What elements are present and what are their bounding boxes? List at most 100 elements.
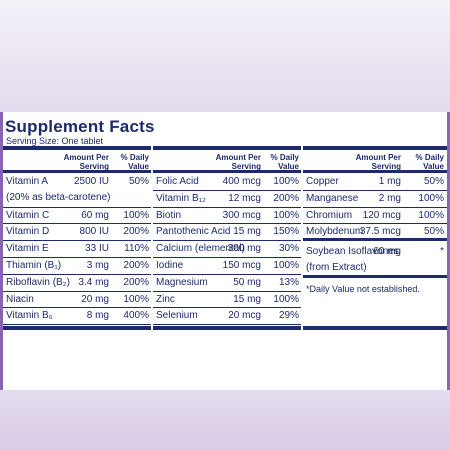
daily-value: 100%: [418, 209, 444, 221]
dv-header: % Daily Value: [120, 153, 149, 171]
daily-value: 100%: [273, 293, 299, 305]
nutrient-row: Selenium 20 mcg 29%: [153, 308, 301, 326]
amount: 300 mg: [227, 243, 261, 255]
nutrient-row: Vitamin B₁₂ 12 mcg 200%: [153, 191, 301, 208]
nutrient-column: Amount Per Serving % Daily Value Folic Aci…: [153, 146, 301, 330]
nutrient-row: Soybean Isoflavones 60 mg * (from Extract): [303, 244, 447, 278]
amount-header: Amount Per Serving: [355, 153, 401, 171]
amount: 120 mcg: [362, 209, 401, 221]
nutrient-row: Molybdenum 37.5 mcg 50%: [303, 224, 447, 242]
amount: 20 mcg: [228, 310, 261, 322]
daily-value: 50%: [128, 176, 149, 187]
nutrient-row: Chromium 120 mcg 100%: [303, 208, 447, 225]
header-rule: [153, 170, 301, 173]
nutrient-row: Vitamin A 2500 IU 50% (20% as beta-carotene…: [3, 174, 151, 208]
amount: 3 mg: [86, 260, 109, 271]
nutrient-name: Calcium (elemental): [156, 243, 245, 255]
nutrient-row: Vitamin C 60 mg 100%: [3, 208, 151, 225]
nutrient-row: Biotin 300 mcg 100%: [153, 208, 301, 225]
nutrient-name: Vitamin D: [6, 226, 50, 238]
nutrient-name: Iodine: [156, 260, 184, 271]
amount: 8 mg: [86, 310, 109, 322]
nutrient-row: Copper 1 mg 50%: [303, 174, 447, 191]
daily-value: 100%: [123, 209, 149, 221]
nutrient-name: Vitamin B₆: [6, 310, 53, 322]
amount: 300 mcg: [222, 209, 261, 221]
nutrient-row: Vitamin D 800 IU 200%: [3, 224, 151, 242]
nutrient-row: Zinc 15 mg 100%: [153, 292, 301, 309]
amount: 2 mg: [378, 192, 401, 204]
daily-value: 150%: [273, 226, 299, 238]
nutrient-name: Vitamin B₁₂: [156, 192, 206, 204]
nutrient-row: Iodine 150 mcg 100%: [153, 258, 301, 275]
amount: 800 IU: [79, 226, 109, 238]
nutrient-row: Calcium (elemental) 300 mg 30%: [153, 241, 301, 258]
nutrient-name: Biotin: [156, 209, 182, 221]
nutrient-name: Folic Acid: [156, 176, 199, 187]
nutrient-row: Riboflavin (B₂) 3.4 mg 200%: [3, 275, 151, 292]
amount: 50 mg: [233, 276, 261, 288]
nutrient-name: Niacin: [6, 293, 34, 305]
daily-value: 30%: [278, 243, 299, 255]
nutrient-name: Manganese: [306, 192, 359, 204]
daily-value: 100%: [123, 293, 149, 305]
nutrient-name: Vitamin C: [6, 209, 50, 221]
daily-value: 200%: [123, 276, 149, 288]
nutrient-name: Riboflavin (B₂): [6, 276, 70, 288]
daily-value: *: [440, 246, 444, 258]
dv-header: % Daily Value: [270, 153, 299, 171]
footnote: *Daily Value not established.: [306, 283, 420, 294]
daily-value: 100%: [418, 192, 444, 204]
amount: 2500 IU: [73, 176, 109, 187]
amount: 150 mcg: [222, 260, 261, 271]
daily-value: 400%: [123, 310, 149, 322]
nutrient-name: Zinc: [156, 293, 175, 305]
amount: 400 mcg: [222, 176, 261, 187]
amount: 15 mg: [233, 226, 261, 238]
daily-value: 100%: [273, 209, 299, 221]
header-rule: [303, 170, 447, 173]
nutrient-name: Vitamin A: [6, 176, 49, 187]
amount-header: Amount Per Serving: [215, 153, 261, 171]
amount-header: Amount Per Serving: [63, 153, 109, 171]
amount: 15 mg: [233, 293, 261, 305]
amount: 3.4 mg: [78, 276, 109, 288]
title: Supplement Facts: [5, 117, 155, 136]
daily-value: 200%: [273, 192, 299, 204]
nutrient-name: Chromium: [306, 209, 353, 221]
nutrient-column: Amount Per Serving % Daily Value Copper 1 m…: [303, 146, 447, 330]
nutrient-note: (from Extract): [306, 262, 367, 274]
daily-value: 13%: [278, 276, 299, 288]
serving-size: Serving Size: One tablet: [6, 136, 104, 146]
header-rule: [3, 170, 151, 173]
nutrient-row: Pantothenic Acid 15 mg 150%: [153, 224, 301, 242]
daily-value: 29%: [278, 310, 299, 322]
nutrient-name: Vitamin E: [6, 243, 49, 255]
nutrient-row: Vitamin B₆ 8 mg 400%: [3, 308, 151, 326]
nutrient-name: Soybean Isoflavones: [306, 246, 399, 258]
amount: 37.5 mcg: [359, 226, 401, 238]
nutrient-row: Thiamin (B₁) 3 mg 200%: [3, 258, 151, 275]
nutrient-name: Copper: [306, 176, 339, 187]
nutrient-name: Molybdenum: [306, 226, 364, 238]
amount: 33 IU: [85, 243, 109, 255]
daily-value: 100%: [273, 260, 299, 271]
daily-value: 50%: [423, 226, 444, 238]
daily-value: 200%: [123, 226, 149, 238]
amount: 60 mg: [81, 209, 109, 221]
nutrient-name: Magnesium: [156, 276, 208, 288]
nutrient-name: Selenium: [156, 310, 198, 322]
daily-value: 110%: [124, 243, 149, 255]
nutrient-row: Vitamin E 33 IU 110%: [3, 241, 151, 258]
nutrient-row: Manganese 2 mg 100%: [303, 191, 447, 208]
amount: 60 mg: [373, 246, 401, 258]
amount: 12 mcg: [228, 192, 261, 204]
nutrient-note: (20% as beta-carotene): [6, 192, 111, 203]
amount: 20 mg: [81, 293, 109, 305]
nutrient-name: Thiamin (B₁): [6, 260, 62, 271]
nutrient-row: Niacin 20 mg 100%: [3, 292, 151, 309]
daily-value: 100%: [273, 176, 299, 187]
daily-value: 50%: [423, 176, 444, 187]
label-panel: [0, 112, 450, 390]
nutrient-row: Folic Acid 400 mcg 100%: [153, 174, 301, 191]
